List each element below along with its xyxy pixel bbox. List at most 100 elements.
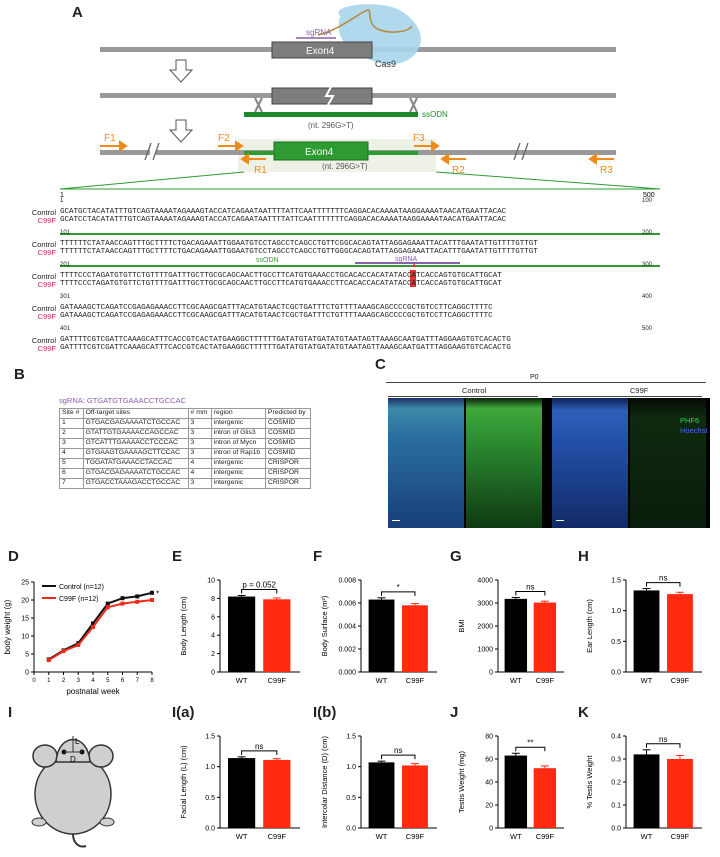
alignment-mutant-seq: GATAAAGCTCAGATCCGAGAGAAACCTTCGCAAGCGATTT… <box>60 312 493 320</box>
significance-label: ns <box>659 574 667 583</box>
y-tick-label: 60 <box>485 757 493 764</box>
sgrna-label: sgRNA <box>306 28 332 37</box>
primer-r2: R2 <box>452 165 465 176</box>
x-tick-label: 0 <box>32 678 36 684</box>
mouse-paw <box>31 817 47 827</box>
x-tick-label: 4 <box>91 678 95 684</box>
y-tick-label: 40 <box>485 780 493 787</box>
mouse-ear-left <box>32 744 58 768</box>
y-tick-label: 0 <box>489 826 493 833</box>
table-cell: GTGACGAGAAAATCTGCCAC <box>82 468 189 479</box>
alignment-control-label: Control <box>31 240 56 249</box>
control-bar <box>388 396 538 397</box>
mouse-label-d: D <box>70 755 76 764</box>
sgrna-sequence: sgRNA: GTGATGTGAAACCTGCCAC <box>59 396 186 405</box>
x-tick-label: 3 <box>77 678 81 684</box>
bar-c99f <box>667 594 693 672</box>
y-tick-label: 3000 <box>477 601 493 608</box>
x-tick-label: WT <box>236 676 248 685</box>
alignment-control-label: Control <box>31 272 56 281</box>
data-point <box>150 590 154 595</box>
table-row: 7 GTGACCTAAAGACCTGCCAC 3 intergenic CRISPOR <box>59 478 312 489</box>
y-tick-label: 0.3 <box>611 757 621 764</box>
offtarget-table: Site # Off-target sites # mm region Predicte… <box>59 408 312 489</box>
alignment-sgrna-label: sgRNA <box>395 256 418 263</box>
table-cell: intergenic <box>210 418 266 429</box>
alignment-control-seq: GATAAAGCTCAGATCCGAGAGAAACCTTCGCAAGCGATTT… <box>60 304 493 312</box>
y-axis-label: Body Surface (m²) <box>320 595 329 656</box>
panel-label-d: D <box>8 548 19 565</box>
alignment-mutant-seq: TTTTTTCTATAACCAGTTTGCTTTTCTGACAGAAATTGGA… <box>60 248 538 256</box>
mutant-phf6-image <box>630 398 706 528</box>
y-tick-label: 25 <box>21 580 29 587</box>
table-row: 4 GTGAAGTGAAAAGCTTCCAC 3 intron of Rap1b COS… <box>59 448 312 459</box>
data-point <box>135 599 140 604</box>
table-cell: intron of Rap1b <box>210 448 266 459</box>
x-tick-label: C99F <box>671 832 690 841</box>
y-tick-label: 5 <box>25 652 29 659</box>
y-tick-label: 0.002 <box>338 647 356 654</box>
y-axis-label: Facial Length (L) (cm) <box>179 745 188 819</box>
x-tick-label: C99F <box>406 676 425 685</box>
zoom-line-left <box>59 171 245 190</box>
table-cell: 3 <box>187 418 212 429</box>
bar-c99f <box>263 759 291 828</box>
data-point <box>105 605 110 610</box>
x-tick-label: 6 <box>121 678 125 684</box>
panel-label-h: H <box>578 548 589 565</box>
table-cell: 4 <box>187 458 212 469</box>
table-cell: intergenic <box>210 468 266 479</box>
data-point <box>91 621 95 626</box>
y-tick-label: 0.004 <box>338 624 356 631</box>
guide-rna-strand <box>317 9 413 36</box>
primer-r3: R3 <box>600 165 613 176</box>
mouse-tail <box>72 833 87 848</box>
x-tick-label: 5 <box>106 678 110 684</box>
primer-f1: F1 <box>104 133 116 144</box>
table-cell: 1 <box>59 418 84 429</box>
alignment-control-label: Control <box>31 336 56 345</box>
significance-label: p = 0.052 <box>242 580 276 589</box>
table-cell: CRISPOR <box>264 478 312 489</box>
table-cell: intron of Glis3 <box>210 428 266 439</box>
arrow-down-icon <box>168 119 194 143</box>
panel-label-g: G <box>450 548 462 565</box>
alignment-block-start: 101 <box>60 230 71 236</box>
y-tick-label: 2000 <box>477 624 493 631</box>
alignment-block-end: 100 <box>642 198 653 204</box>
legend-phf6: PHF6 <box>680 416 700 425</box>
exon4-label: Exon4 <box>306 46 335 57</box>
alignment-control-seq: TTTTTTCTATAACCAGTTTGCTTTTCTGACAGAAATTGGA… <box>60 240 538 248</box>
significance-bracket <box>515 746 546 752</box>
mutant-merge-image <box>552 398 628 528</box>
mutation-label-2: (nt. 296G>T) <box>322 162 368 171</box>
y-tick-label: 10 <box>21 634 29 641</box>
bar-c99f <box>533 602 557 672</box>
table-cell: 4 <box>59 448 84 459</box>
data-point <box>150 598 154 602</box>
alignment-mutant-label: C99F <box>37 344 56 353</box>
data-point <box>76 643 81 647</box>
offtarget-header-cell: region <box>210 408 266 419</box>
table-cell: intron of Mycn <box>210 438 266 449</box>
table-cell: 3 <box>187 448 212 459</box>
table-cell: COSMID <box>264 438 312 449</box>
scale-bar <box>556 520 564 521</box>
panel-label-ib: I(b) <box>313 704 337 721</box>
y-tick-label: 0.006 <box>338 601 356 608</box>
table-cell: GTGACGAGAAAATCTGCCAC <box>82 418 189 429</box>
mutation-marker-icon <box>412 263 416 267</box>
alignment-block-start: 301 <box>60 294 71 300</box>
panel-label-c: C <box>375 356 386 373</box>
table-row: 5 TGGATATGAAACCTACCAC 4 intergenic CRISPOR <box>59 458 312 469</box>
y-tick-label: 1.5 <box>346 734 356 741</box>
y-tick-label: 0.000 <box>338 670 356 677</box>
alignment-mutant-label: C99F <box>37 280 56 289</box>
arrow-down-icon <box>168 59 194 83</box>
chart-body-surface: 0.000 0.002 0.004 0.006 0.008 Body Surface (m… <box>320 578 437 685</box>
table-row: 1 GTGACGAGAAAATCTGCCAC 3 intergenic COSMID <box>59 418 312 429</box>
alignment-control-seq: GATTTTCGTCGATTCAAAGCATTTCACCGTCACTATGAAG… <box>60 336 511 344</box>
y-tick-label: 1.0 <box>205 764 215 771</box>
significance-bracket <box>241 750 278 755</box>
table-cell: intergenic <box>210 478 266 489</box>
